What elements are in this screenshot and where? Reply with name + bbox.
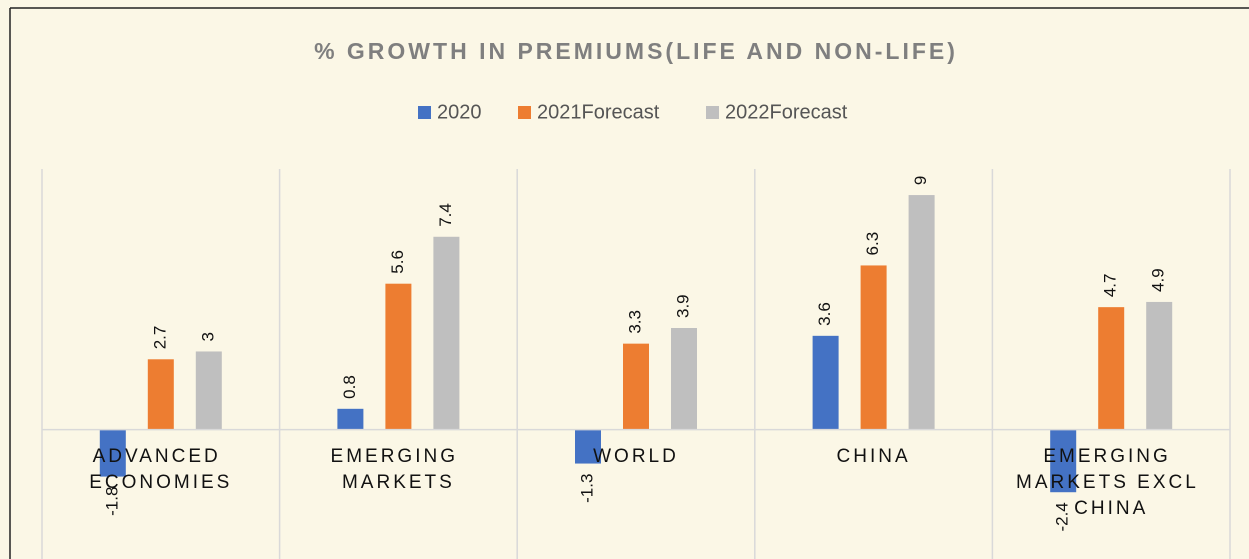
legend-label: 2021Forecast <box>537 101 660 123</box>
bar <box>195 351 222 430</box>
legend-swatch <box>518 106 531 119</box>
value-label: 2.7 <box>150 326 169 350</box>
bar <box>1050 429 1077 493</box>
bar <box>385 283 412 430</box>
legend-swatch <box>706 106 719 119</box>
x-tick-label: ADVANCED ECONOMIES <box>89 446 232 493</box>
bar <box>908 195 935 430</box>
value-label: 4.9 <box>1149 268 1168 292</box>
legend-label: 2020 <box>437 101 482 123</box>
value-label: 0.8 <box>340 375 359 399</box>
legend-swatch <box>418 106 431 119</box>
bar <box>623 343 649 430</box>
bar <box>1146 301 1173 430</box>
value-label: 5.6 <box>388 250 407 274</box>
value-label: 4.7 <box>1101 274 1120 298</box>
value-label: 3 <box>198 332 217 341</box>
x-tick-label: CHINA <box>837 446 911 467</box>
bar <box>147 359 174 430</box>
chart-title: % GROWTH IN PREMIUMS(LIFE AND NON-LIFE) <box>314 38 958 64</box>
value-label: 9 <box>911 176 930 185</box>
value-label: 3.9 <box>673 294 692 318</box>
bar <box>812 335 839 430</box>
bar <box>671 328 697 430</box>
bar <box>99 429 126 477</box>
bar <box>575 429 601 464</box>
value-label: -2.4 <box>1053 502 1072 531</box>
value-label: 7.4 <box>436 203 455 227</box>
value-label: 6.3 <box>863 232 882 256</box>
value-label: -1.3 <box>577 474 596 503</box>
x-tick-label: EMERGING MARKETS EXCL CHINA <box>1016 446 1206 519</box>
value-label: -1.8 <box>102 487 121 516</box>
x-tick-label: EMERGING MARKETS <box>331 446 467 493</box>
value-label: 3.3 <box>625 310 644 334</box>
legend-label: 2022Forecast <box>725 101 848 123</box>
bar <box>860 265 887 430</box>
value-label: 3.6 <box>815 302 834 326</box>
bar <box>433 236 460 430</box>
x-tick-label: WORLD <box>593 446 679 467</box>
bar <box>337 408 364 430</box>
bar <box>1098 307 1125 430</box>
